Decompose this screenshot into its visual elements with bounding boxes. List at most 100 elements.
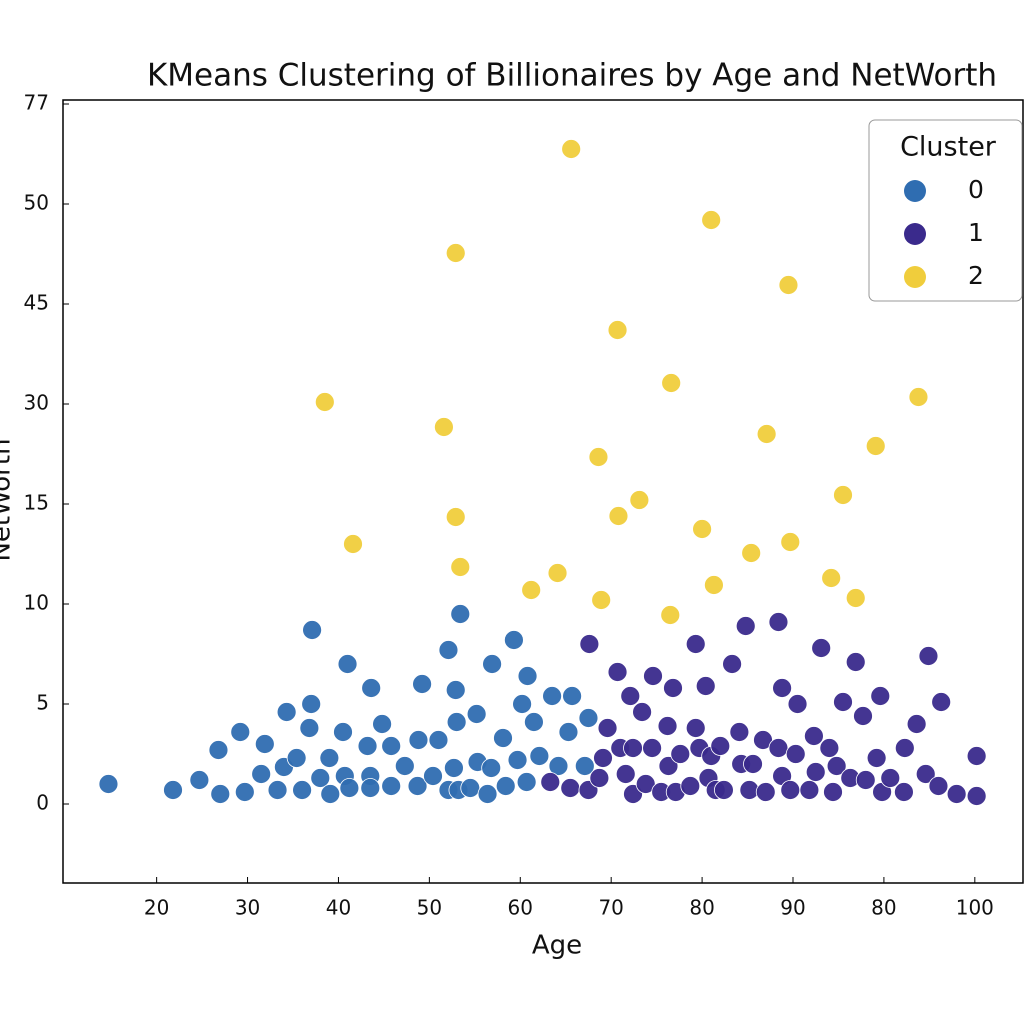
- point: [394, 756, 415, 776]
- point: [562, 686, 582, 706]
- point: [823, 782, 843, 802]
- y-tick-label: 50: [24, 191, 49, 215]
- point: [597, 718, 618, 738]
- point: [438, 640, 459, 660]
- point: [466, 704, 487, 724]
- point: [589, 768, 610, 788]
- point: [755, 782, 776, 802]
- point: [481, 758, 502, 778]
- point: [360, 778, 381, 798]
- point: [381, 736, 402, 756]
- point: [908, 387, 929, 407]
- point: [337, 654, 358, 674]
- x-axis-label: Age: [532, 931, 582, 961]
- point: [735, 616, 756, 636]
- point: [819, 738, 840, 758]
- x-tick-label: 30: [235, 896, 260, 920]
- y-tick-label: 0: [36, 791, 49, 815]
- point: [512, 694, 532, 714]
- point: [685, 634, 706, 654]
- x-tick-label: 80: [871, 896, 896, 920]
- point: [428, 730, 449, 750]
- point: [517, 666, 538, 686]
- y-tick-label: 10: [24, 591, 49, 615]
- point: [768, 612, 789, 632]
- point: [446, 712, 467, 732]
- point: [756, 424, 777, 444]
- point: [906, 714, 927, 734]
- point: [286, 748, 307, 768]
- point: [695, 676, 716, 696]
- point: [561, 139, 582, 159]
- legend-box: [868, 119, 1023, 302]
- legend-marker: [904, 223, 926, 245]
- point: [833, 692, 853, 712]
- point: [966, 786, 987, 806]
- point: [299, 718, 320, 738]
- point: [234, 782, 255, 802]
- point: [880, 768, 901, 788]
- point: [743, 754, 763, 774]
- point: [663, 678, 683, 698]
- point: [894, 782, 914, 802]
- point: [635, 774, 656, 794]
- point: [210, 784, 231, 804]
- point: [493, 728, 513, 748]
- point: [729, 722, 750, 742]
- point: [915, 764, 936, 784]
- point: [722, 654, 742, 674]
- x-tick-label: 80: [689, 896, 714, 920]
- point: [314, 392, 335, 412]
- point: [710, 736, 731, 756]
- point: [361, 678, 382, 698]
- point: [333, 722, 353, 742]
- point: [434, 417, 454, 437]
- point: [547, 563, 568, 583]
- point: [623, 738, 643, 758]
- point: [680, 776, 701, 796]
- point: [208, 740, 229, 760]
- point: [714, 780, 734, 800]
- point: [946, 784, 967, 804]
- point: [741, 543, 762, 563]
- chart-title: KMeans Clustering of Billionaires by Age…: [147, 58, 997, 94]
- point: [632, 702, 652, 722]
- point: [524, 712, 544, 732]
- point: [357, 736, 378, 756]
- point: [560, 778, 581, 798]
- point: [739, 780, 760, 800]
- point: [811, 638, 832, 658]
- point: [460, 778, 481, 798]
- x-tick-label: 70: [598, 896, 623, 920]
- point: [804, 726, 824, 746]
- point: [521, 580, 542, 600]
- point: [301, 694, 322, 714]
- point: [780, 532, 801, 552]
- point: [578, 708, 599, 728]
- point: [768, 738, 789, 758]
- point: [894, 738, 915, 758]
- point: [302, 620, 322, 640]
- point: [778, 275, 799, 295]
- point: [787, 694, 808, 714]
- point: [692, 519, 712, 539]
- x-tick-label: 100: [956, 896, 994, 920]
- point: [251, 764, 272, 784]
- point: [423, 766, 443, 786]
- point: [661, 373, 682, 393]
- y-tick-label: 30: [24, 391, 49, 415]
- point: [629, 490, 650, 510]
- point: [866, 748, 887, 768]
- point: [319, 748, 340, 768]
- point: [504, 630, 524, 650]
- point: [450, 557, 471, 577]
- point: [254, 734, 275, 754]
- point: [450, 604, 471, 624]
- point: [642, 738, 662, 758]
- point: [855, 770, 876, 790]
- point: [865, 436, 886, 456]
- point: [548, 756, 569, 776]
- x-tick-label: 40: [326, 896, 351, 920]
- point: [495, 776, 516, 796]
- point: [339, 778, 360, 798]
